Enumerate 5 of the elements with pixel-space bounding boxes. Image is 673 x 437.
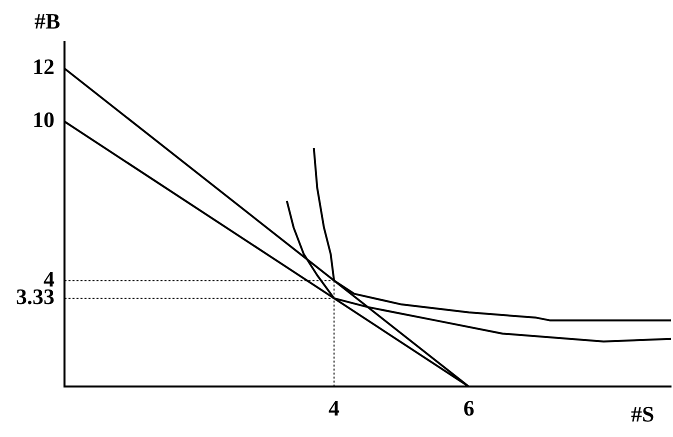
y-tick-label: 12 xyxy=(32,54,54,80)
x-axis-title: #S xyxy=(631,401,654,426)
x-tick-label: 6 xyxy=(463,395,474,420)
y-axis-title: #B xyxy=(34,8,60,34)
y-tick-label: 10 xyxy=(32,107,54,132)
